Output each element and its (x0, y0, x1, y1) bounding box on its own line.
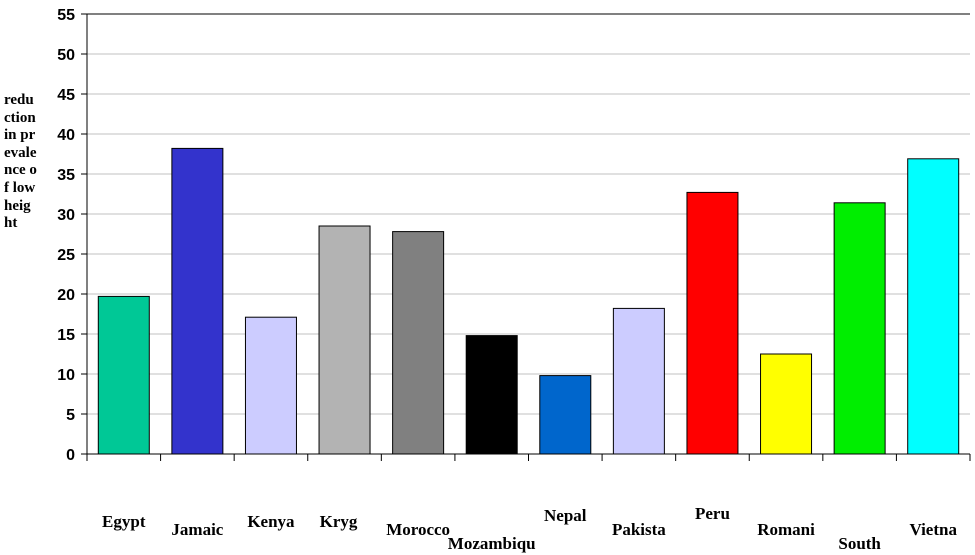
y-tick-label: 15 (57, 327, 75, 344)
bar-kryg (318, 225, 371, 455)
y-axis-title: reduction in prevalence of low height (4, 92, 37, 232)
axes (81, 13, 971, 461)
y-tick-label: 10 (57, 367, 75, 384)
gridlines (87, 13, 970, 415)
bar-egypt (97, 295, 150, 455)
x-label-morocco: Morocco (386, 520, 450, 539)
bar-jamaic (171, 147, 224, 455)
bar-nepal (539, 375, 592, 455)
bar-mozambiqu (465, 335, 518, 455)
x-label-nepal: Nepal (544, 506, 587, 525)
x-label-pakista: Pakista (612, 520, 666, 539)
x-label-jamaic: Jamaic (171, 520, 223, 539)
y-tick-label: 20 (57, 287, 75, 304)
x-label-vietna: Vietna (909, 520, 957, 539)
y-tick-label: 5 (66, 407, 75, 424)
y-tick-label: 35 (57, 167, 75, 184)
y-tick-label: 30 (57, 207, 75, 224)
x-label-egypt: Egypt (102, 512, 146, 531)
y-tick-label: 25 (57, 247, 75, 264)
x-label-south: South (838, 534, 881, 553)
y-tick-label: 45 (57, 87, 75, 104)
y-tick-label: 55 (57, 7, 75, 24)
y-tick-label: 50 (57, 47, 75, 64)
x-label-peru: Peru (695, 504, 730, 523)
bar-romani (760, 353, 813, 455)
x-label-romani: Romani (757, 520, 815, 539)
y-tick-label: 0 (66, 447, 75, 464)
bar-peru (686, 191, 739, 455)
x-label-mozambiqu: Mozambiqu (448, 534, 536, 553)
bar-pakista (612, 307, 665, 455)
bar-south (833, 202, 886, 455)
y-tick-labels: 0 5 10 15 20 25 30 35 40 45 50 55 (57, 7, 75, 464)
x-label-kenya: Kenya (247, 512, 295, 531)
bars (97, 147, 960, 455)
bar-kenya (244, 316, 297, 455)
x-label-kryg: Kryg (320, 512, 358, 531)
y-tick-label: 40 (57, 127, 75, 144)
bar-vietna (907, 158, 960, 455)
bar-morocco (392, 231, 445, 455)
